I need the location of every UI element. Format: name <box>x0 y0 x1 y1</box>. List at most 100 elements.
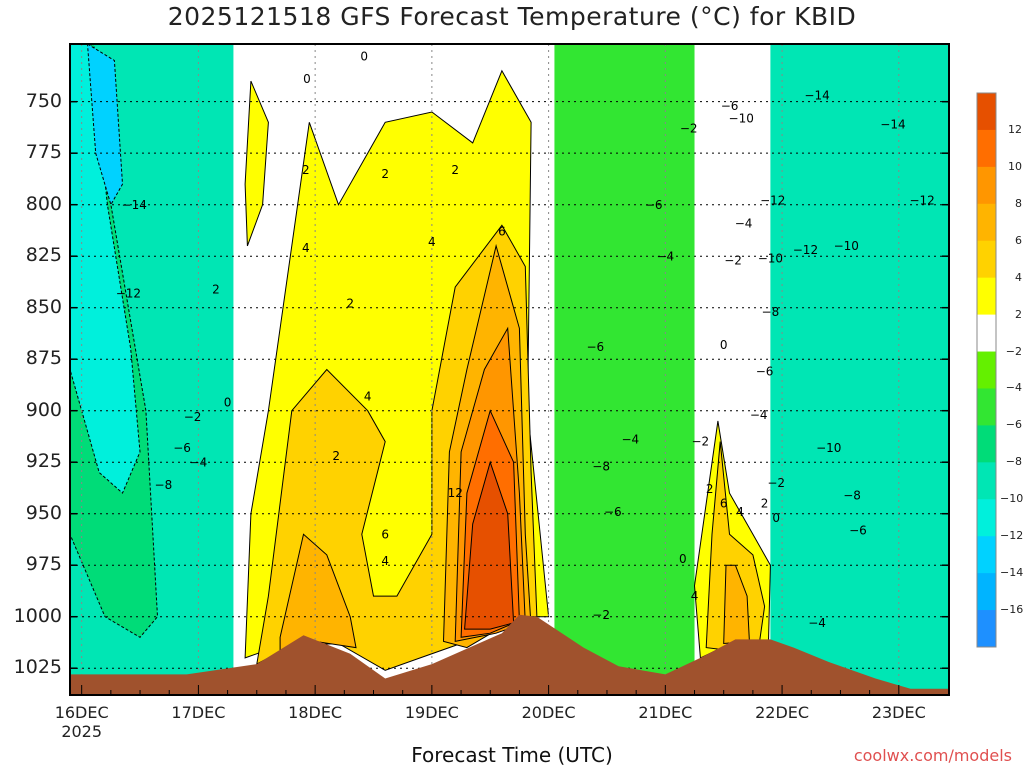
contour-label-57: −14 <box>804 89 829 103</box>
contour-label-4: −4 <box>190 455 208 469</box>
contour-label-19: 2 <box>451 163 459 177</box>
y-tick-label-925: 925 <box>25 450 62 473</box>
colorbar-swatch-10 <box>977 462 996 500</box>
contour-label-30: −2 <box>692 435 710 449</box>
contour-label-31: 0 <box>679 552 687 566</box>
contour-label-37: 0 <box>772 511 780 525</box>
contour-label-32: 4 <box>691 589 699 603</box>
colorbar-label-4: −8 <box>1005 455 1022 469</box>
colorbar-swatch-0 <box>977 93 996 131</box>
colorbar-label-8: 2 <box>1015 307 1022 321</box>
terrain-surface <box>70 614 949 695</box>
x-tick-label-18DEC: 18DEC <box>288 703 343 722</box>
contour-label-11: 4 <box>302 241 310 255</box>
contour-label-56: −14 <box>880 117 905 131</box>
contour-label-10: 2 <box>302 163 310 177</box>
colorbar-swatch-11 <box>977 499 996 537</box>
contour-label-22: −6 <box>586 340 604 354</box>
x-tick-label-20DEC: 20DEC <box>521 703 576 722</box>
contour-label-13: 2 <box>381 167 389 181</box>
contour-label-48: −2 <box>767 476 785 490</box>
colorbar-label-9: 4 <box>1015 270 1022 284</box>
contour-label-38: 0 <box>720 338 728 352</box>
colorbar-label-11: 8 <box>1015 196 1022 210</box>
x-tick-label-17DEC: 17DEC <box>171 703 226 722</box>
contour-label-14: 4 <box>364 389 372 403</box>
contour-labels: −14−12−6−2−4−802002422426442612−6−8−6−2−… <box>116 49 935 630</box>
contour-label-54: −4 <box>808 616 826 630</box>
contour-label-0: −14 <box>122 198 147 212</box>
colorbar-swatch-6 <box>977 314 996 353</box>
terrain-fill <box>70 614 949 695</box>
colorbar-swatch-1 <box>977 129 996 168</box>
y-tick-label-950: 950 <box>25 501 62 524</box>
colorbar-label-3: −10 <box>1000 492 1024 506</box>
contour-label-12: 2 <box>346 297 354 311</box>
contour-label-3: −2 <box>184 410 202 424</box>
contour-label-16: 6 <box>381 527 389 541</box>
y-tick-label-825: 825 <box>25 244 62 267</box>
x-tick-label-19DEC: 19DEC <box>404 703 459 722</box>
colorbar-label-7: −2 <box>1005 344 1022 358</box>
contour-label-25: −2 <box>592 608 610 622</box>
colorbar-swatch-7 <box>977 351 996 389</box>
contour-label-26: −4 <box>621 433 639 447</box>
contour-label-7: 2 <box>212 282 220 296</box>
colorbar-label-5: −6 <box>1005 418 1022 432</box>
band-2 <box>86 44 124 206</box>
colorbar <box>976 92 997 648</box>
colorbar-label-0: −16 <box>1000 603 1024 617</box>
colorbar-label-13: 12 <box>1008 122 1022 136</box>
colorbar-label-6: −4 <box>1005 381 1022 395</box>
y-tick-label-850: 850 <box>25 295 62 318</box>
contour-label-51: −10 <box>816 441 841 455</box>
contour-label-52: −8 <box>843 488 861 502</box>
contour-label-21: 12 <box>448 486 463 500</box>
plot-frame <box>69 43 950 696</box>
contour-label-39: −2 <box>724 253 742 267</box>
contour-label-33: 2 <box>706 482 714 496</box>
contour-label-2: −6 <box>173 441 191 455</box>
colorbar-frame <box>976 92 997 648</box>
contour-label-41: −6 <box>721 99 739 113</box>
site-credit: coolwx.com/models <box>853 746 1012 765</box>
y-tick-label-1000: 1000 <box>13 604 62 627</box>
year-label: 2025 <box>61 722 103 741</box>
contour-label-50: −10 <box>834 239 859 253</box>
colorbar-swatch-14 <box>977 610 996 648</box>
colorbar-swatch-12 <box>977 536 996 574</box>
contour-label-24: −6 <box>604 505 622 519</box>
colorbar-label-1: −14 <box>1000 566 1024 580</box>
contour-label-35: 4 <box>736 505 744 519</box>
y-tick-label-775: 775 <box>25 141 62 164</box>
contour-label-6: 0 <box>224 396 232 410</box>
contour-label-46: −6 <box>756 365 774 379</box>
contour-label-40: −4 <box>735 216 753 230</box>
band-13 <box>464 460 515 630</box>
axis-ticks <box>70 100 949 695</box>
colorbar-swatch-13 <box>977 573 996 611</box>
x-tick-label-23DEC: 23DEC <box>871 703 926 722</box>
x-tick-label-21DEC: 21DEC <box>638 703 693 722</box>
contour-label-15: 2 <box>332 449 340 463</box>
contour-label-34: 6 <box>720 497 728 511</box>
x-tick-label-22DEC: 22DEC <box>755 703 810 722</box>
colorbar-swatch-5 <box>977 277 996 316</box>
colorbar-label-10: 6 <box>1015 233 1022 247</box>
contour-label-47: −4 <box>750 408 768 422</box>
y-tick-label-975: 975 <box>25 553 62 576</box>
contour-label-36: 2 <box>761 497 769 511</box>
contour-label-28: −6 <box>645 198 663 212</box>
contour-label-45: −8 <box>762 305 780 319</box>
contour-label-1: −12 <box>116 286 141 300</box>
colorbar-swatch-2 <box>977 166 996 205</box>
contour-label-44: −10 <box>758 251 783 265</box>
y-tick-label-800: 800 <box>25 192 62 215</box>
y-tick-label-900: 900 <box>25 398 62 421</box>
contour-label-9: 0 <box>360 49 368 63</box>
contour-label-20: 6 <box>498 225 506 239</box>
x-tick-label-16DEC: 16DEC <box>54 703 109 722</box>
colorbar-swatch-8 <box>977 388 996 426</box>
contour-label-42: −10 <box>729 111 754 125</box>
contour-label-5: −8 <box>155 478 173 492</box>
